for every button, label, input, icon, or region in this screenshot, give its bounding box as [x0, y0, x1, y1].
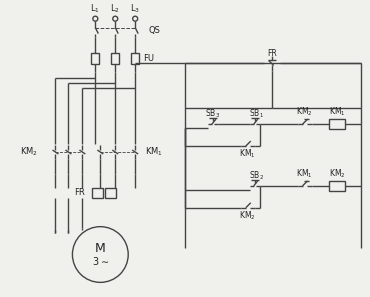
Bar [92, 188, 103, 198]
Text: QS: QS [148, 26, 160, 35]
Text: 3$\sim$: 3$\sim$ [92, 255, 109, 268]
Bar [131, 53, 139, 64]
Text: SB$_1$: SB$_1$ [249, 108, 264, 121]
Text: M: M [95, 242, 106, 255]
Text: L$_1$: L$_1$ [90, 2, 100, 15]
Text: FR: FR [267, 49, 276, 58]
Bar [329, 119, 346, 129]
Bar [105, 188, 116, 198]
Text: KM$_1$: KM$_1$ [296, 168, 313, 180]
Text: KM$_2$: KM$_2$ [329, 168, 346, 180]
Bar [91, 53, 99, 64]
Text: SB$_2$: SB$_2$ [249, 170, 264, 182]
Text: FU: FU [143, 54, 154, 63]
Text: KM$_1$: KM$_1$ [329, 106, 346, 119]
Text: SB$_3$: SB$_3$ [205, 108, 221, 121]
Text: L$_2$: L$_2$ [110, 2, 120, 15]
Text: FR: FR [74, 188, 84, 197]
Text: KM$_1$: KM$_1$ [145, 146, 163, 158]
Bar [329, 181, 346, 191]
Bar [111, 53, 119, 64]
Text: KM$_2$: KM$_2$ [296, 106, 313, 119]
Text: L$_3$: L$_3$ [130, 2, 140, 15]
Text: KM$_2$: KM$_2$ [239, 209, 256, 222]
Text: KM$_1$: KM$_1$ [239, 148, 256, 160]
Text: KM$_2$: KM$_2$ [20, 146, 38, 158]
